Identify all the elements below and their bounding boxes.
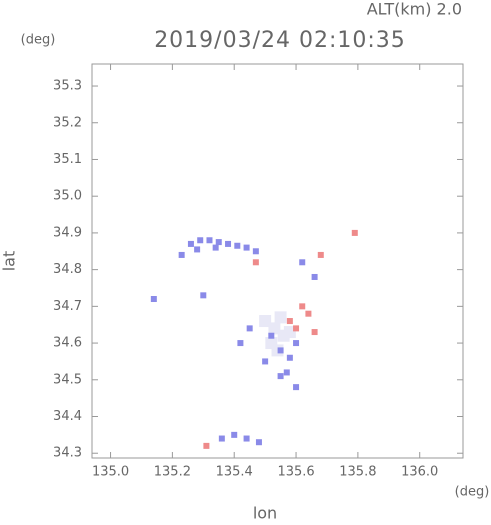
data-point — [262, 358, 269, 365]
x-tick-label: 135.2 — [154, 465, 191, 480]
data-point — [286, 354, 293, 361]
data-point — [268, 332, 275, 339]
x-axis-label: lon — [253, 504, 277, 522]
y-tick-label: 34.3 — [53, 446, 82, 461]
data-point — [277, 347, 284, 354]
x-unit: (deg) — [455, 485, 490, 500]
data-point — [351, 229, 358, 236]
chart-subtitle: 2019/03/24 02:10:35 — [154, 28, 406, 53]
data-point — [274, 311, 287, 324]
y-tick-label: 34.4 — [53, 409, 82, 424]
y-tick-label: 34.7 — [53, 299, 82, 314]
data-point — [268, 322, 281, 335]
data-point — [218, 435, 225, 442]
data-point — [293, 325, 300, 332]
data-point — [243, 435, 250, 442]
data-point — [311, 273, 318, 280]
data-point — [299, 303, 306, 310]
x-tick-label: 135.8 — [339, 465, 376, 480]
data-point — [194, 246, 201, 253]
y-axis-label: lat — [0, 251, 19, 272]
data-point — [243, 244, 250, 251]
data-point — [225, 240, 232, 247]
data-point — [283, 369, 290, 376]
data-point — [317, 251, 324, 258]
plot-frame — [91, 63, 464, 459]
data-point — [212, 244, 219, 251]
y-tick-label: 35.0 — [53, 189, 82, 204]
data-point — [311, 329, 318, 336]
data-point — [150, 296, 157, 303]
data-point — [187, 240, 194, 247]
data-point — [277, 373, 284, 380]
y-tick-label: 35.3 — [53, 79, 82, 94]
y-unit: (deg) — [21, 33, 56, 48]
data-point — [299, 259, 306, 266]
data-point — [252, 259, 259, 266]
data-point — [259, 315, 272, 328]
x-tick-label: 135.0 — [92, 465, 129, 480]
data-point — [203, 442, 210, 449]
x-tick-label: 135.6 — [277, 465, 314, 480]
data-point — [283, 326, 296, 339]
data-point — [206, 237, 213, 244]
data-point — [215, 239, 222, 246]
y-tick-label: 35.1 — [53, 152, 82, 167]
x-tick-label: 136.0 — [401, 465, 438, 480]
y-tick-label: 35.2 — [53, 115, 82, 130]
data-point — [293, 340, 300, 347]
data-point — [286, 318, 293, 325]
data-point — [237, 340, 244, 347]
y-tick-label: 34.5 — [53, 372, 82, 387]
data-point — [252, 248, 259, 255]
chart-title: ALT(km) 2.0 — [367, 0, 462, 19]
data-point — [197, 237, 204, 244]
data-point — [178, 251, 185, 258]
x-tick-label: 135.4 — [216, 465, 253, 480]
data-point — [200, 292, 207, 299]
y-tick-label: 34.6 — [53, 336, 82, 351]
data-point — [231, 431, 238, 438]
data-point — [255, 439, 262, 446]
y-tick-label: 34.9 — [53, 225, 82, 240]
data-point — [246, 325, 253, 332]
data-point — [293, 384, 300, 391]
data-point — [305, 310, 312, 317]
y-tick-label: 34.8 — [53, 262, 82, 277]
data-point — [234, 242, 241, 249]
